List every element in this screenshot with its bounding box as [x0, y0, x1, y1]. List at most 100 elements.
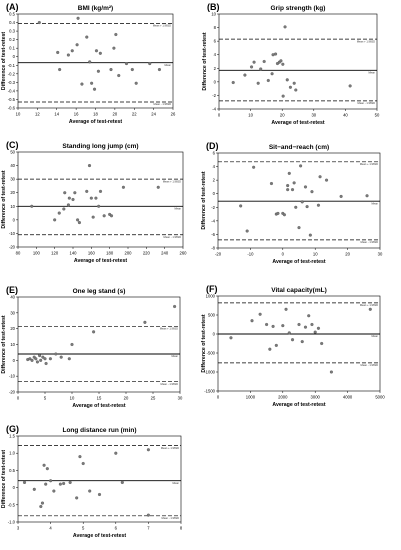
- upper-loa-label: Mean + 1.96SD: [161, 446, 179, 450]
- x-tick-label: 4: [49, 526, 52, 531]
- y-tick-label: 10: [10, 204, 15, 209]
- data-point: [256, 81, 260, 85]
- y-tick-label: -8: [211, 246, 215, 251]
- y-tick-label: 4: [213, 164, 216, 169]
- upper-loa-label: Mean + 1.96SD: [163, 179, 181, 183]
- data-point: [63, 191, 67, 195]
- data-point: [73, 191, 77, 195]
- y-tick-label: 6: [213, 151, 216, 156]
- data-point: [117, 73, 121, 78]
- data-point: [281, 62, 285, 66]
- y-tick-label: 20: [10, 190, 15, 195]
- data-point: [32, 487, 36, 491]
- data-point: [286, 184, 290, 188]
- panel-f: (F) Vital capacity(mL) 0 1000 2000 3000 4000 50…: [201, 284, 385, 408]
- x-tick-label: 8: [180, 526, 183, 531]
- y-tick-label: -20: [9, 390, 16, 395]
- lower-loa-label: Mean - 1.96SD: [361, 363, 379, 367]
- lower-loa-label: Mean - 1.96SD: [164, 235, 182, 239]
- x-tick-label: 30: [178, 396, 183, 401]
- data-point: [258, 312, 262, 316]
- chart-title: BMI (kg/m²): [78, 5, 113, 12]
- data-point: [85, 35, 89, 39]
- data-point: [329, 370, 333, 374]
- y-tick-label: -0.5: [8, 502, 16, 507]
- panel-label: (A): [6, 2, 19, 12]
- y-tick-label: 30: [10, 310, 15, 315]
- data-point: [292, 81, 296, 85]
- data-point: [288, 85, 292, 89]
- mean-label: Mean: [173, 481, 180, 485]
- data-point: [94, 49, 99, 53]
- data-point: [66, 53, 70, 57]
- data-point: [87, 164, 92, 168]
- data-point: [57, 211, 61, 215]
- mean-label: Mean: [372, 201, 379, 205]
- y-tick-label: 0: [13, 217, 16, 222]
- x-axis-label: Average of test-retest: [272, 259, 325, 265]
- x-tick-label: 26: [171, 112, 176, 117]
- data-point: [308, 233, 312, 237]
- data-point: [146, 513, 150, 517]
- panel-label: (G): [6, 424, 19, 434]
- x-tick-label: 4000: [343, 395, 353, 400]
- data-point: [39, 504, 43, 509]
- data-point: [43, 357, 47, 361]
- data-point: [368, 307, 372, 311]
- data-point: [324, 178, 329, 182]
- chart-title: Vital capacity(mL): [271, 287, 327, 294]
- x-axis-label: Average of test-retest: [73, 533, 126, 539]
- x-tick-label: 3000: [311, 395, 321, 400]
- x-tick-label: 20: [124, 396, 129, 401]
- plot-frame: [217, 152, 381, 249]
- data-point: [114, 451, 118, 455]
- data-point: [249, 65, 254, 69]
- x-tick-label: 5000: [375, 395, 385, 400]
- x-tick-label: 50: [375, 113, 380, 118]
- data-point: [318, 175, 322, 179]
- x-axis-label: Average of test-retest: [271, 120, 324, 126]
- panel-c: (C) Standing long jump (cm)80 100 120 140 160…: [1, 140, 187, 264]
- y-tick-label: -500: [207, 351, 216, 356]
- y-tick-label: -0.6: [8, 106, 16, 111]
- data-point: [40, 501, 44, 505]
- data-point: [92, 330, 96, 334]
- data-point: [284, 307, 288, 311]
- y-tick-label: -0.1: [8, 63, 16, 68]
- plot-frame: [217, 295, 381, 392]
- data-point: [49, 479, 53, 483]
- data-point: [35, 360, 39, 364]
- upper-loa-label: Mean + 1.96SD: [360, 303, 378, 307]
- y-tick-label: -10: [9, 374, 16, 379]
- data-point: [44, 482, 48, 486]
- data-point: [98, 189, 103, 193]
- data-point: [270, 72, 274, 76]
- x-tick-label: 200: [125, 251, 133, 256]
- data-point: [34, 357, 38, 361]
- data-point: [89, 196, 93, 200]
- data-point: [305, 205, 309, 209]
- data-point: [112, 46, 116, 50]
- x-tick-label: 100: [33, 251, 41, 256]
- data-point: [94, 196, 98, 200]
- y-tick-label: 0: [13, 358, 16, 363]
- data-point: [56, 50, 60, 55]
- y-tick-label: 50: [10, 150, 15, 155]
- data-point: [22, 480, 27, 484]
- mean-label: Mean: [369, 71, 376, 75]
- x-axis-label: Average of test-retest: [272, 402, 325, 408]
- x-tick-label: 260: [180, 251, 188, 256]
- lower-loa-label: Mean - 1.96SD: [154, 102, 172, 106]
- data-point: [320, 341, 324, 346]
- upper-loa-label: Mean + 1.96SD: [153, 24, 171, 28]
- data-point: [290, 338, 295, 342]
- x-axis-label: Average of test-retest: [74, 258, 127, 264]
- data-point: [70, 49, 74, 53]
- x-tick-label: 10: [313, 252, 318, 257]
- data-point: [146, 448, 150, 452]
- x-tick-label: 1000: [246, 395, 256, 400]
- y-tick-label: -4: [211, 218, 215, 223]
- data-point: [42, 463, 46, 467]
- data-point: [229, 336, 233, 340]
